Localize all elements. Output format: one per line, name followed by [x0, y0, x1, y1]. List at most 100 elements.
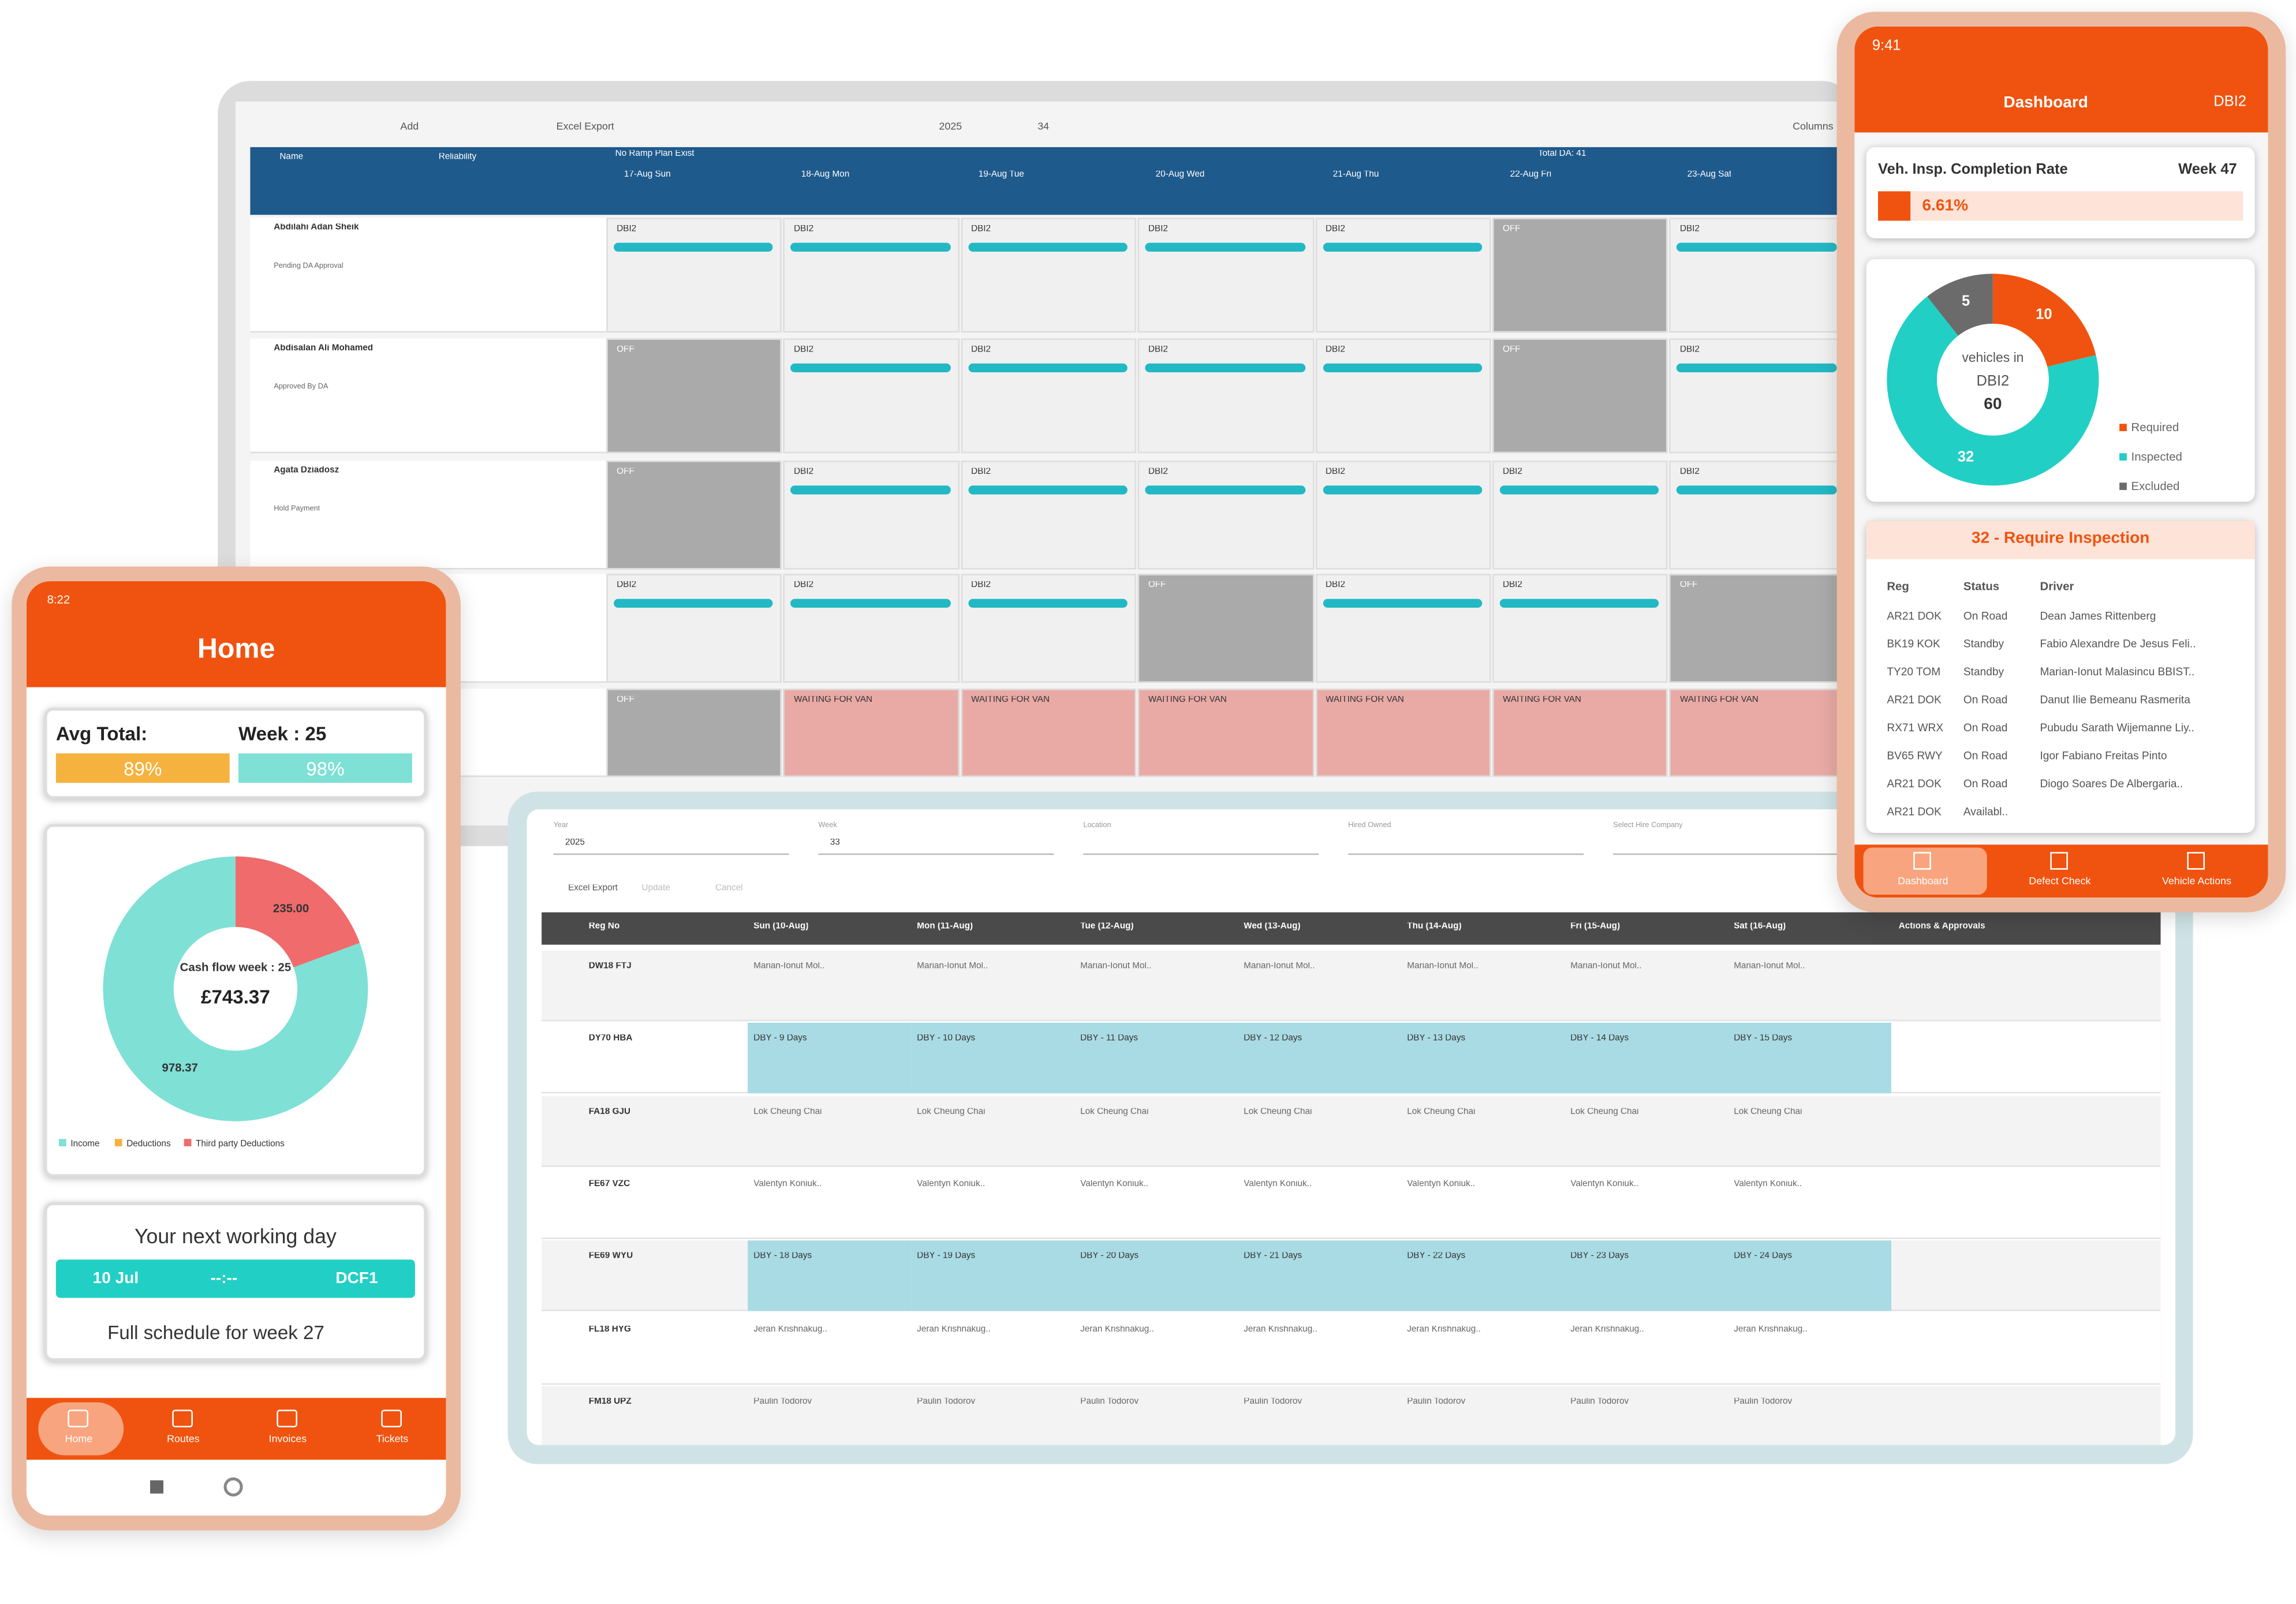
nav-label[interactable]: Invoices [268, 1434, 307, 1445]
nav-label[interactable]: Routes [167, 1434, 200, 1445]
filter-box[interactable] [1083, 831, 1319, 855]
driver-phone: 8:22 Home Avg Total: Week : 25 89% 98% 2… [12, 566, 461, 1531]
column-header: Sat (16-Aug) [1734, 922, 1786, 932]
day-cell: Lok Cheung Chai [748, 1095, 911, 1166]
export-button[interactable]: Excel Export [556, 122, 614, 133]
reg-no: FA18 GJU [588, 1107, 631, 1116]
day-cell: Lok Cheung Chai [1565, 1095, 1728, 1166]
day-cell: Lok Cheung Chai [1401, 1095, 1565, 1166]
avg-label: Avg Total: [55, 722, 148, 745]
cell-text: Jeran Krishnakug.. [1080, 1325, 1154, 1334]
cell-text: DBY - 18 Days [753, 1252, 812, 1262]
cell-text: DBI2 [1502, 468, 1522, 477]
list-cell: BK19 KOK [1887, 637, 1940, 650]
cell-text: Valentyn Koniuk.. [1080, 1180, 1149, 1189]
cell-text: Lok Cheung Chai [1570, 1107, 1639, 1116]
day-cell: Jeran Krishnakug.. [1238, 1313, 1401, 1384]
cell-text: DBY - 21 Days [1244, 1252, 1302, 1262]
columns-button[interactable]: Columns [1793, 122, 1834, 133]
filter-box[interactable] [818, 831, 1054, 855]
donut-hole [173, 927, 297, 1051]
day-cell: Paulin Todorov [748, 1386, 911, 1445]
add-button[interactable]: Add [400, 122, 419, 133]
row-bg [542, 1168, 2161, 1239]
day-cell: DBY - 9 Days [748, 1023, 912, 1094]
nav-label[interactable]: Vehicle Actions [2161, 877, 2232, 888]
approved-bar [1322, 363, 1483, 372]
cell-text: Lok Cheung Chai [1244, 1107, 1312, 1116]
year-select[interactable]: 2025 [939, 122, 962, 133]
day-cell: Jeran Krishnakug.. [911, 1313, 1074, 1384]
legend-label: Inspected [2131, 451, 2182, 463]
nav-label[interactable]: Defect Check [2029, 877, 2091, 888]
legend-swatch [2119, 424, 2127, 431]
cell-text: DBI2 [1148, 468, 1168, 477]
schedule-cell: DBI2 [1315, 218, 1491, 333]
schedule-cell: DBI2 [1315, 460, 1491, 570]
list-cell: AR21 DOK [1887, 805, 1942, 818]
approved-bar [1677, 363, 1837, 372]
schedule-cell: DBI2 [1670, 338, 1840, 454]
cell-text: Lok Cheung Chai [1407, 1107, 1476, 1116]
approved-bar [1499, 485, 1660, 495]
day-cell: Jeran Krishnakug.. [1401, 1313, 1565, 1384]
nav-label[interactable]: Tickets [376, 1434, 409, 1445]
schedule-cell: DBI2 [783, 218, 960, 333]
schedule-cell: DBI2 [1138, 338, 1314, 454]
rate-fill [1878, 191, 1911, 221]
bottom-nav: Home Routes Invoices Tickets [26, 1397, 446, 1460]
cell-text: Marian-Ionut Mol.. [1244, 962, 1315, 971]
schedule-cell: OFF [1138, 574, 1314, 683]
day-cell: Paulin Todorov [911, 1386, 1074, 1445]
filter-box[interactable] [1613, 831, 1849, 855]
cell-text: WAITING FOR VAN [1502, 696, 1581, 705]
week-select[interactable]: 34 [1037, 122, 1050, 133]
schedule-cell: DBI2 [783, 460, 960, 570]
list-cell: Dean James Rittenberg [2040, 609, 2156, 623]
schedule-cell: OFF [606, 338, 782, 454]
day-header: 23-Aug Sat [1687, 170, 1732, 180]
schedule-cell: DBI2 [1492, 574, 1668, 683]
segment-label: 235.00 [273, 903, 309, 915]
day-cell: Paulin Todorov [1074, 1386, 1238, 1445]
day-header: 20-Aug Wed [1155, 170, 1205, 180]
reg-no: DY70 HBA [588, 1034, 633, 1044]
cell-text: Marian-Ionut Mol.. [1734, 962, 1805, 971]
schedule-cell: OFF [606, 460, 782, 570]
schedule-cell: DBI2 [961, 460, 1137, 570]
column-header: Sun (10-Aug) [753, 922, 809, 932]
next-day-time: --:-- [210, 1270, 238, 1288]
day-cell: Lok Cheung Chai [911, 1095, 1074, 1166]
app-header [1854, 26, 2268, 133]
row-bg [542, 1095, 2161, 1166]
list-cell: Availabl.. [1963, 805, 2008, 818]
approved-bar [968, 599, 1128, 608]
donut-segment [235, 856, 360, 968]
day-cell: Marian-Ionut Mol.. [1238, 951, 1401, 1021]
list-cell: On Road [1963, 721, 2008, 735]
filter-box[interactable] [553, 831, 789, 855]
donut-segment [1927, 274, 1993, 336]
header-total: Total DA: 41 [1538, 150, 1586, 159]
nav-label[interactable]: Dashboard [1898, 877, 1948, 888]
cell-text: DBY - 13 Days [1407, 1034, 1466, 1044]
cell-text: DBY - 9 Days [753, 1034, 807, 1044]
avg-bar [55, 753, 230, 783]
cell-text: DBI2 [1679, 225, 1700, 234]
day-header: 18-Aug Mon [801, 170, 850, 180]
approved-bar [1499, 599, 1660, 608]
cashflow-chart: 235.00 978.37 Cash flow week : 25 £743.37 In… [58, 856, 368, 1149]
center-title: Cash flow week : 25 [180, 962, 292, 974]
schedule-cell: DBI2 [1315, 338, 1491, 454]
cell-text: DBI2 [1679, 468, 1700, 477]
cell-text: Marian-Ionut Mol.. [1080, 962, 1152, 971]
day-cell: DBY - 12 Days [1238, 1023, 1402, 1094]
list-cell: On Road [1963, 609, 2008, 623]
nav-label[interactable]: Home [65, 1434, 93, 1445]
depot[interactable]: DBI2 [2213, 94, 2246, 111]
filter-box[interactable] [1348, 831, 1584, 855]
row-bg [250, 218, 607, 333]
schedule-link[interactable]: Full schedule for week 27 [107, 1321, 324, 1344]
cell-text: Paulin Todorov [1080, 1397, 1139, 1407]
list-cell: Pubudu Sarath Wijemanne Liy.. [2040, 721, 2194, 735]
